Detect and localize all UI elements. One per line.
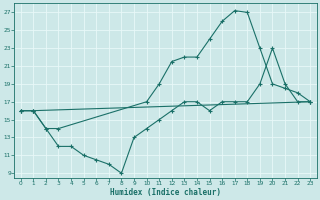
X-axis label: Humidex (Indice chaleur): Humidex (Indice chaleur) <box>110 188 221 197</box>
